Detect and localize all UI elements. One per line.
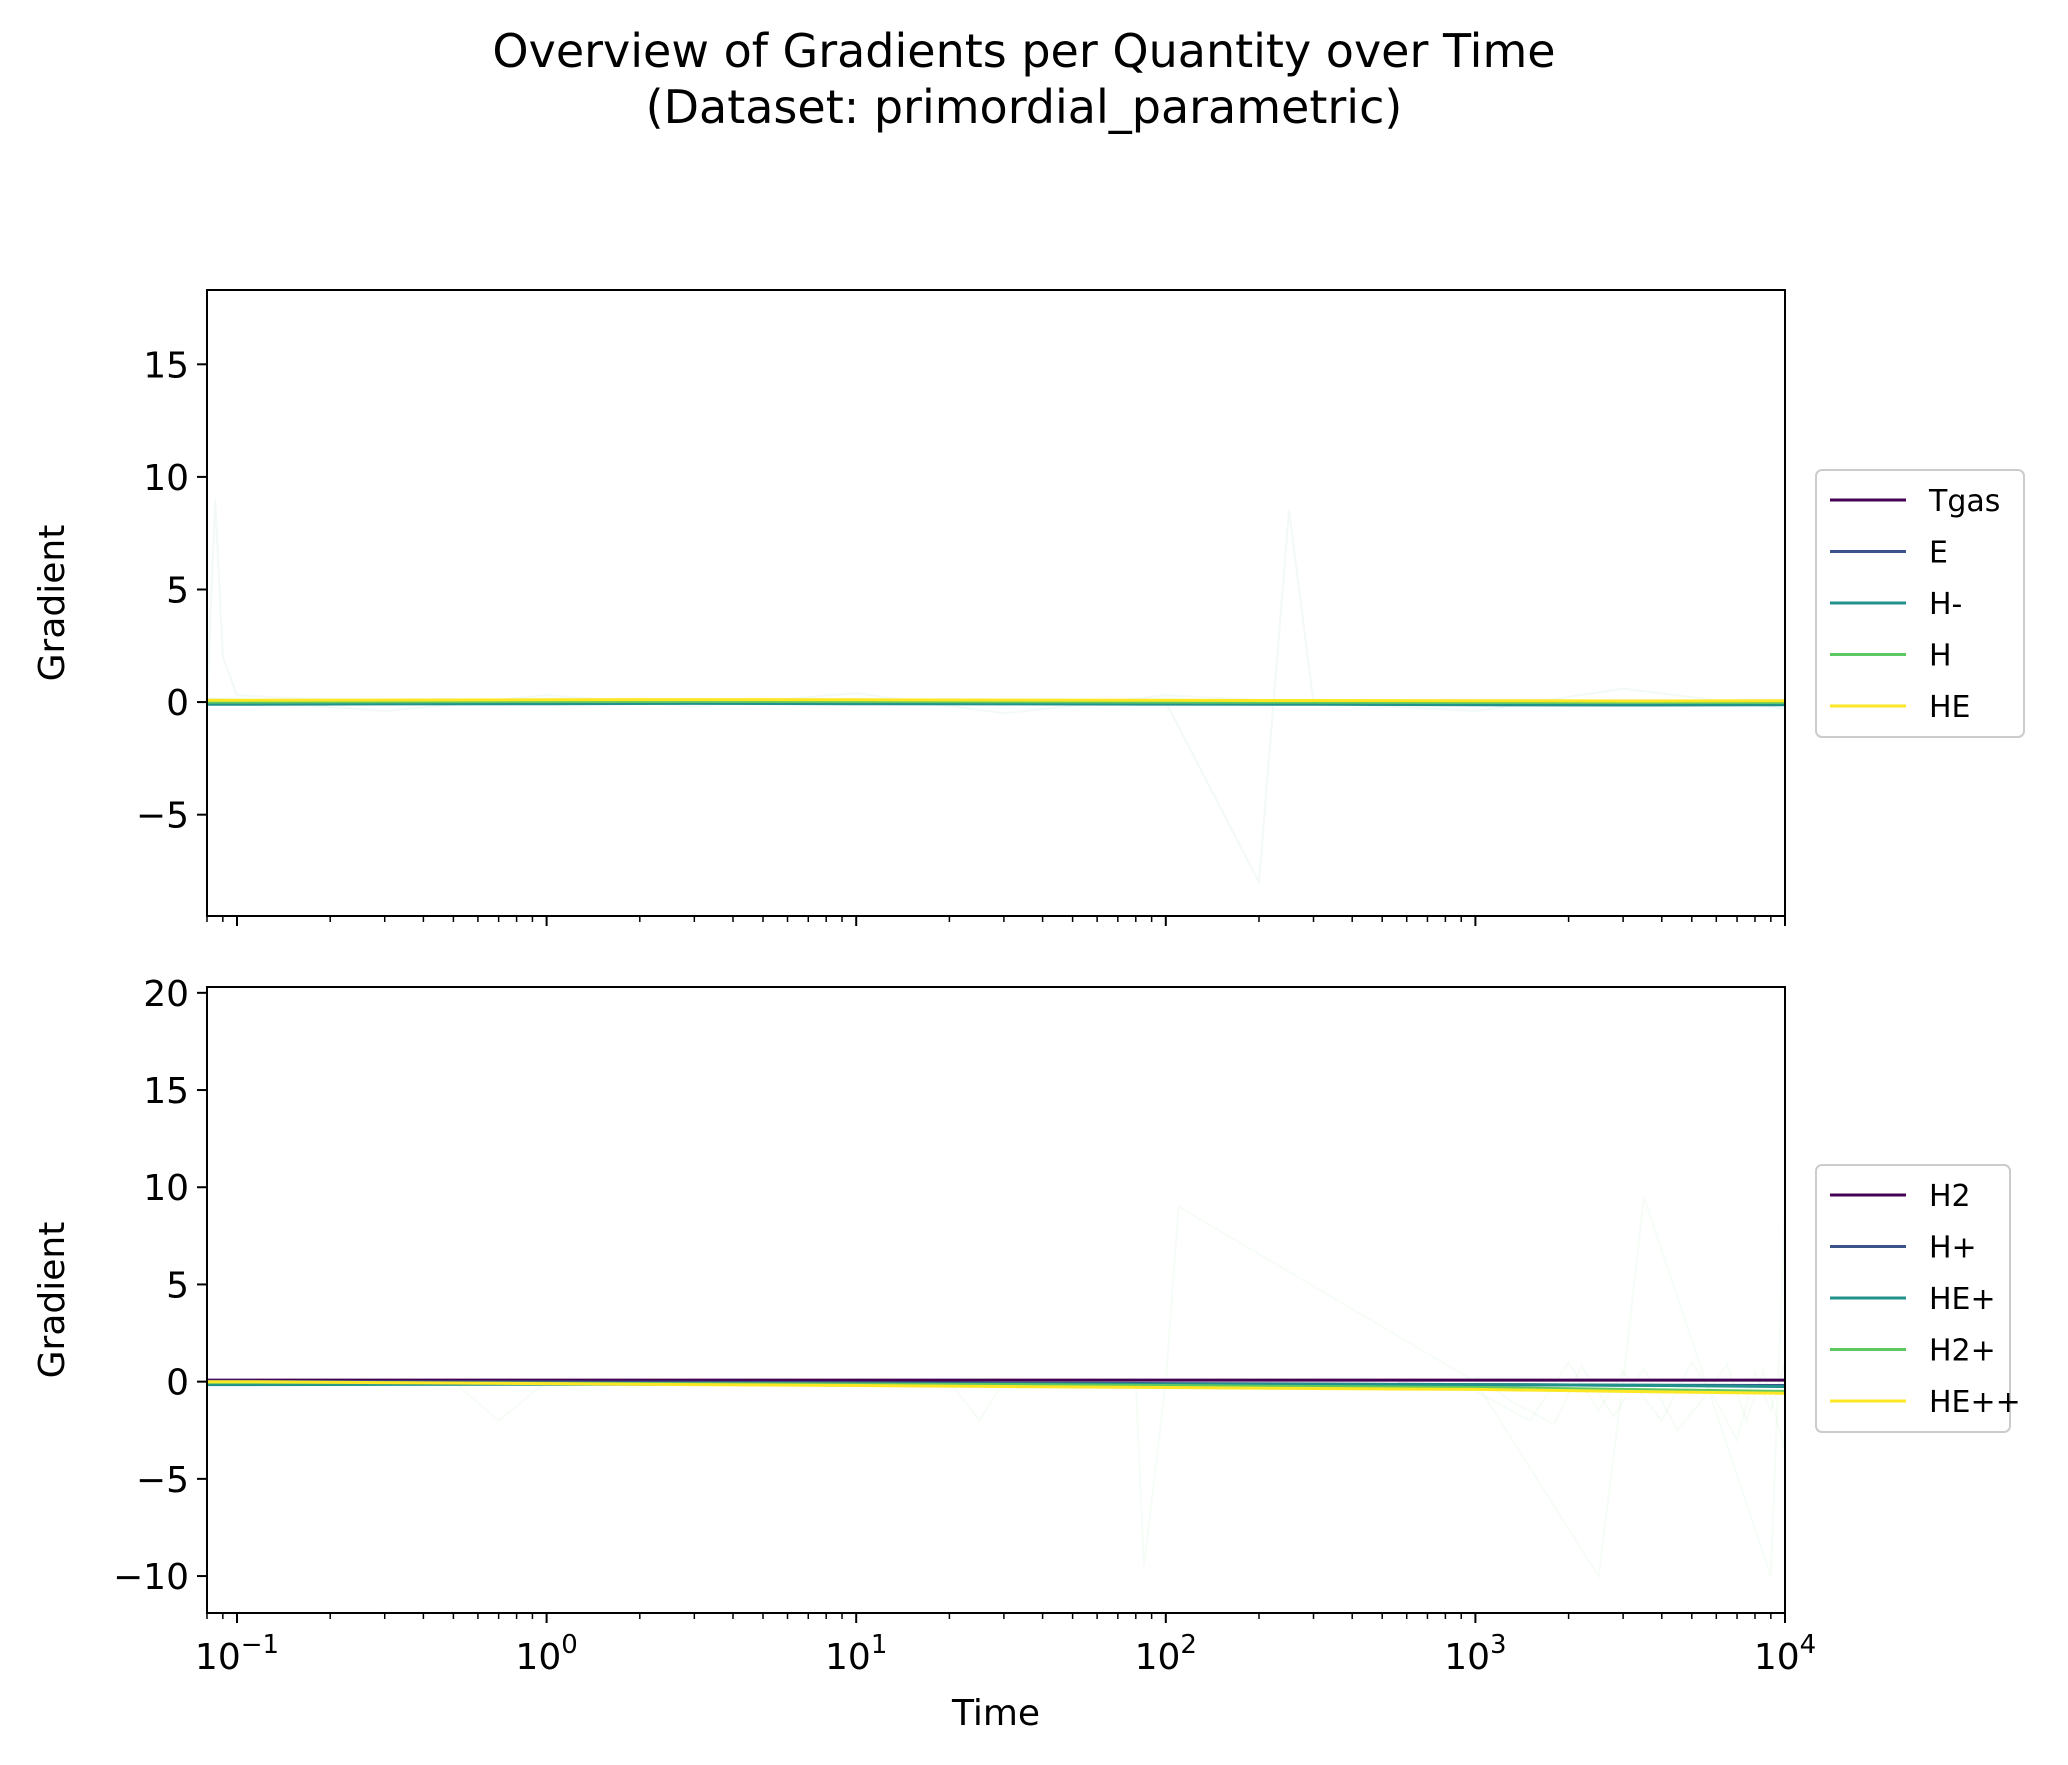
axes-frame-bottom — [206, 986, 1786, 1614]
xtick-label: 102 — [1135, 1630, 1197, 1678]
legend-box-top — [1815, 469, 2025, 738]
y-axis-label-bottom: Gradient — [32, 1222, 73, 1379]
xtick-label-exponent: 3 — [1490, 1630, 1507, 1660]
legend-label-H-: H- — [1929, 587, 1962, 622]
panel-top: −5 0 5 10 15 Gradient Tgas E H- H HE — [32, 289, 2025, 926]
ytick-label-top: 0 — [166, 683, 189, 724]
legend-label-E: E — [1929, 536, 1948, 571]
y-axis-label-top: Gradient — [32, 525, 73, 682]
xtick-label-base: 10 — [1135, 1637, 1181, 1678]
chart-title: Overview of Gradients per Quantity over … — [492, 24, 1556, 78]
xtick-label-base: 10 — [1444, 1637, 1490, 1678]
x-axis-label: Time — [951, 1693, 1040, 1734]
legend-label-H: H — [1929, 639, 1952, 674]
ytick-label-top: −5 — [136, 796, 189, 837]
legend-box-bottom — [1815, 1164, 2011, 1433]
xtick-label-exponent: 0 — [561, 1630, 578, 1660]
ytick-label-top: 5 — [166, 570, 189, 611]
legend-label-H2+: H2+ — [1929, 1334, 1996, 1369]
series-line-H- — [207, 701, 1785, 707]
faint-trace-bottom-1 — [1474, 1360, 1785, 1443]
axes-frame-top — [206, 289, 1786, 917]
faint-trace-bottom-2 — [1474, 1361, 1785, 1450]
series-line-HE++ — [207, 1380, 1785, 1395]
xtick-label-exponent: 1 — [871, 1630, 888, 1660]
series-line-H — [207, 699, 1785, 704]
legend-top: Tgas E H- H HE — [1815, 469, 2025, 738]
legend-bottom: H2 H+ HE+ H2+ HE++ — [1815, 1164, 2021, 1433]
xtick-label: 101 — [825, 1630, 887, 1678]
ytick-label-bottom: 15 — [143, 1071, 189, 1112]
xtick-label: 10−1 — [195, 1630, 279, 1678]
data-layer-top — [207, 499, 1785, 886]
legend-label-HE+: HE+ — [1929, 1282, 1996, 1317]
ytick-label-bottom: 10 — [143, 1168, 189, 1209]
legend-label-H+: H+ — [1929, 1231, 1977, 1266]
faint-trace-top-0 — [207, 499, 1785, 886]
xtick-label: 103 — [1444, 1630, 1506, 1678]
xtick-label-base: 10 — [1754, 1637, 1800, 1678]
series-line-HE — [207, 698, 1785, 703]
ytick-label-bottom: 5 — [166, 1265, 189, 1306]
ytick-label-bottom: 20 — [143, 974, 189, 1015]
ytick-label-bottom: −10 — [113, 1557, 189, 1598]
xtick-label-exponent: −1 — [241, 1630, 279, 1660]
legend-label-HE++: HE++ — [1929, 1385, 2021, 1420]
xtick-label-base: 10 — [825, 1637, 871, 1678]
xtick-label: 100 — [515, 1630, 577, 1678]
xtick-label-exponent: 2 — [1180, 1630, 1197, 1660]
legend-label-H2: H2 — [1929, 1179, 1971, 1214]
xtick-label-base: 10 — [195, 1637, 241, 1678]
ytick-label-top: 15 — [143, 345, 189, 386]
ytick-label-bottom: −5 — [136, 1460, 189, 1501]
chart-subtitle: (Dataset: primordial_parametric) — [645, 80, 1403, 134]
xtick-label-base: 10 — [515, 1637, 561, 1678]
ytick-label-bottom: 0 — [166, 1363, 189, 1404]
xtick-label-exponent: 4 — [1800, 1630, 1817, 1660]
legend-label-HE: HE — [1929, 690, 1971, 725]
faint-trace-bottom-0 — [207, 1196, 1785, 1579]
data-layer-bottom — [207, 1196, 1785, 1579]
xtick-label: 104 — [1754, 1630, 1816, 1678]
legend-label-Tgas: Tgas — [1928, 484, 2000, 519]
ytick-label-top: 10 — [143, 458, 189, 499]
